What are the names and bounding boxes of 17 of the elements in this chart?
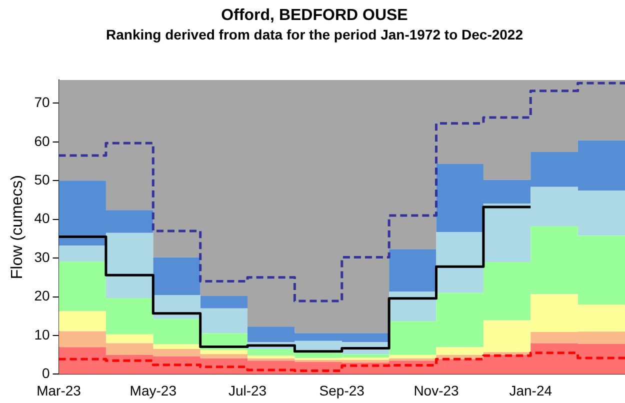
- y-axis-title: Flow (cumecs): [9, 175, 26, 280]
- y-tick-label: 60: [34, 132, 50, 149]
- y-tick-label: 50: [34, 172, 50, 188]
- y-tick-label: 0: [42, 365, 50, 382]
- x-tick-label: Jan-24: [509, 382, 552, 398]
- chart-title: Offord, BEDFORD OUSE: [221, 7, 408, 24]
- y-tick-label: 20: [34, 288, 50, 304]
- y-tick-label: 40: [34, 210, 50, 226]
- x-tick-label: Mar-23: [36, 382, 82, 398]
- x-tick-label: May-23: [130, 382, 177, 398]
- y-tick-label: 30: [34, 248, 50, 265]
- y-tick-label: 10: [34, 326, 50, 342]
- x-tick-label: Nov-23: [414, 382, 460, 398]
- x-tick-label: Sep-23: [319, 382, 365, 398]
- y-tick-label: 70: [34, 94, 50, 110]
- x-tick-label: Jul-23: [228, 382, 267, 398]
- chart-subtitle: Ranking derived from data for the period Jan-1972 to Dec-2022: [106, 26, 524, 42]
